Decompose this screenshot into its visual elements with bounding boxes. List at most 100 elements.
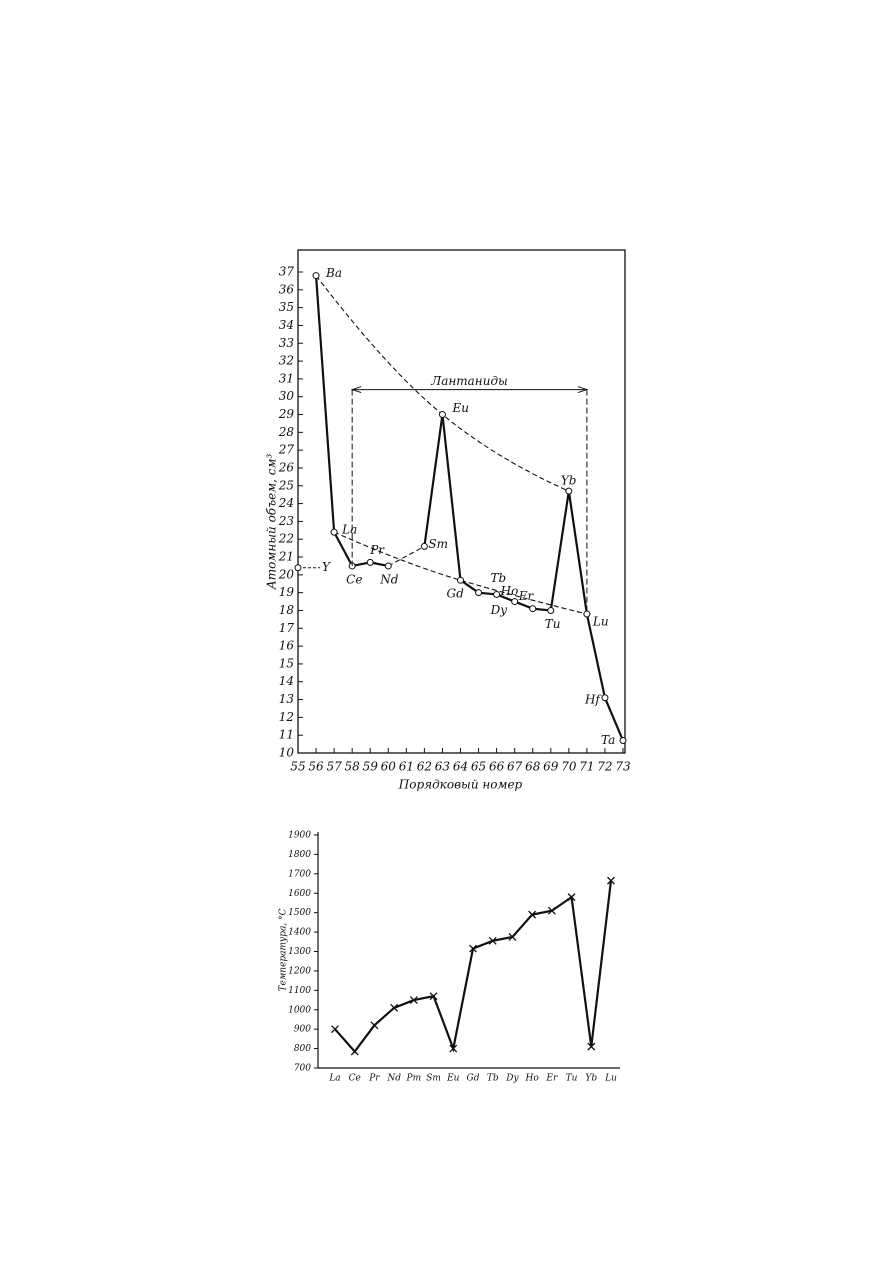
data-line — [423, 414, 625, 741]
data-point — [511, 598, 519, 606]
data-point — [350, 1047, 359, 1056]
data-point — [330, 528, 338, 536]
y-tick-label: 12 — [279, 710, 294, 724]
y-tick-label: 1000 — [288, 1005, 311, 1015]
data-point — [457, 576, 464, 584]
data-point — [384, 562, 392, 570]
x-tick-label: 71 — [579, 760, 594, 774]
y-tick-label: 1300 — [288, 947, 311, 957]
data-point — [331, 1025, 339, 1034]
x-tick-label: 59 — [363, 760, 379, 774]
data-point — [370, 1021, 379, 1030]
x-tick-label: 57 — [326, 760, 342, 774]
x-tick-label: 68 — [525, 760, 541, 774]
frame — [297, 249, 626, 754]
x-tick-label: 73 — [615, 760, 631, 774]
point-label: Hf — [584, 692, 602, 706]
x-tick-label: 58 — [345, 760, 361, 774]
x-tick-label: 65 — [471, 760, 486, 774]
data-point — [420, 542, 428, 550]
point-label: Sm — [428, 537, 448, 551]
point-label: Lu — [592, 615, 609, 629]
y-tick-label: 37 — [279, 265, 295, 279]
y-tick-label: 35 — [279, 300, 294, 314]
y-tick-label: 900 — [294, 1025, 311, 1035]
y-axis-label: Температура, °С — [279, 908, 289, 991]
data-point — [469, 944, 477, 953]
x-tick-label: Gd — [467, 1074, 480, 1084]
x-tick-label: Lu — [604, 1074, 617, 1084]
y-tick-label: 1200 — [288, 966, 311, 976]
y-tick-label: 24 — [278, 496, 294, 510]
y-tick-label: 36 — [279, 282, 295, 296]
x-tick-label: 64 — [453, 760, 468, 774]
data-point — [601, 694, 609, 702]
y-tick-label: 16 — [279, 639, 295, 653]
data-point — [619, 737, 627, 745]
data-point — [529, 605, 537, 613]
data-point — [607, 876, 615, 885]
y-tick-label: 25 — [278, 478, 294, 492]
point-label: Ba — [325, 266, 342, 280]
point-label: Ho — [500, 584, 519, 598]
point-label: Yb — [561, 474, 577, 488]
point-label: Nd — [379, 572, 399, 586]
y-tick-label: 1400 — [288, 928, 311, 938]
data-point — [312, 272, 320, 280]
data-point — [493, 590, 501, 598]
y-tick-label: 700 — [294, 1064, 311, 1074]
y-tick-label: 1100 — [288, 986, 311, 996]
x-tick-label: Sm — [426, 1074, 441, 1084]
y-tick-label: 21 — [278, 550, 294, 564]
point-label: Dy — [490, 603, 508, 617]
x-tick-label: 72 — [597, 760, 612, 774]
x-tick-label: 56 — [308, 760, 324, 774]
data-point — [429, 992, 438, 1001]
data-point — [390, 1003, 399, 1012]
y-tick-label: 34 — [279, 318, 294, 332]
y-tick-label: 27 — [278, 443, 295, 457]
data-line — [334, 880, 613, 1054]
point-label: Ce — [346, 572, 362, 586]
bracket-label: Лантаниды — [430, 374, 508, 388]
y-tick-label: 1900 — [288, 831, 311, 841]
y-tick-label: 22 — [278, 532, 294, 546]
y-tick-label: 33 — [279, 336, 295, 350]
y-tick-label: 28 — [278, 425, 295, 439]
x-tick-label: 67 — [507, 760, 523, 774]
y-tick-label: 15 — [279, 656, 294, 670]
y-tick-label: 11 — [279, 728, 294, 742]
point-label: Pr — [369, 543, 385, 557]
y-tick-label: 29 — [278, 407, 295, 421]
y-tick-label: 1500 — [288, 908, 311, 918]
point-label: Tb — [491, 571, 507, 585]
x-tick-label: La — [328, 1074, 340, 1084]
x-tick-label: 69 — [543, 760, 559, 774]
x-tick-label: 61 — [399, 760, 414, 774]
point-label: Tu — [545, 617, 561, 631]
x-tick-label: Yb — [585, 1074, 597, 1084]
y-tick-label: 1600 — [288, 889, 311, 899]
data-point — [449, 1044, 458, 1053]
data-point — [565, 487, 573, 495]
point-label: La — [341, 523, 357, 537]
y-tick-label: 1700 — [288, 869, 311, 879]
x-tick-label: Nd — [386, 1074, 401, 1084]
y-tick-label: 30 — [279, 389, 295, 403]
x-tick-label: 63 — [435, 760, 451, 774]
y-tick-label: 17 — [279, 621, 295, 635]
y-tick-label: 18 — [279, 603, 295, 617]
x-tick-label: Ce — [349, 1074, 361, 1084]
data-point — [528, 910, 537, 919]
point-label: Ta — [601, 733, 615, 747]
y-tick-label: 1800 — [288, 850, 311, 860]
x-tick-label: Tb — [487, 1074, 499, 1084]
data-point — [587, 1042, 596, 1051]
y-axis-label: Атомный объем, см³ — [265, 454, 279, 591]
y-tick-label: 32 — [279, 354, 294, 368]
data-point — [438, 411, 446, 419]
x-tick-label: Er — [545, 1074, 558, 1084]
y-tick-label: 13 — [279, 692, 295, 706]
y-tick-label: 800 — [294, 1044, 311, 1054]
